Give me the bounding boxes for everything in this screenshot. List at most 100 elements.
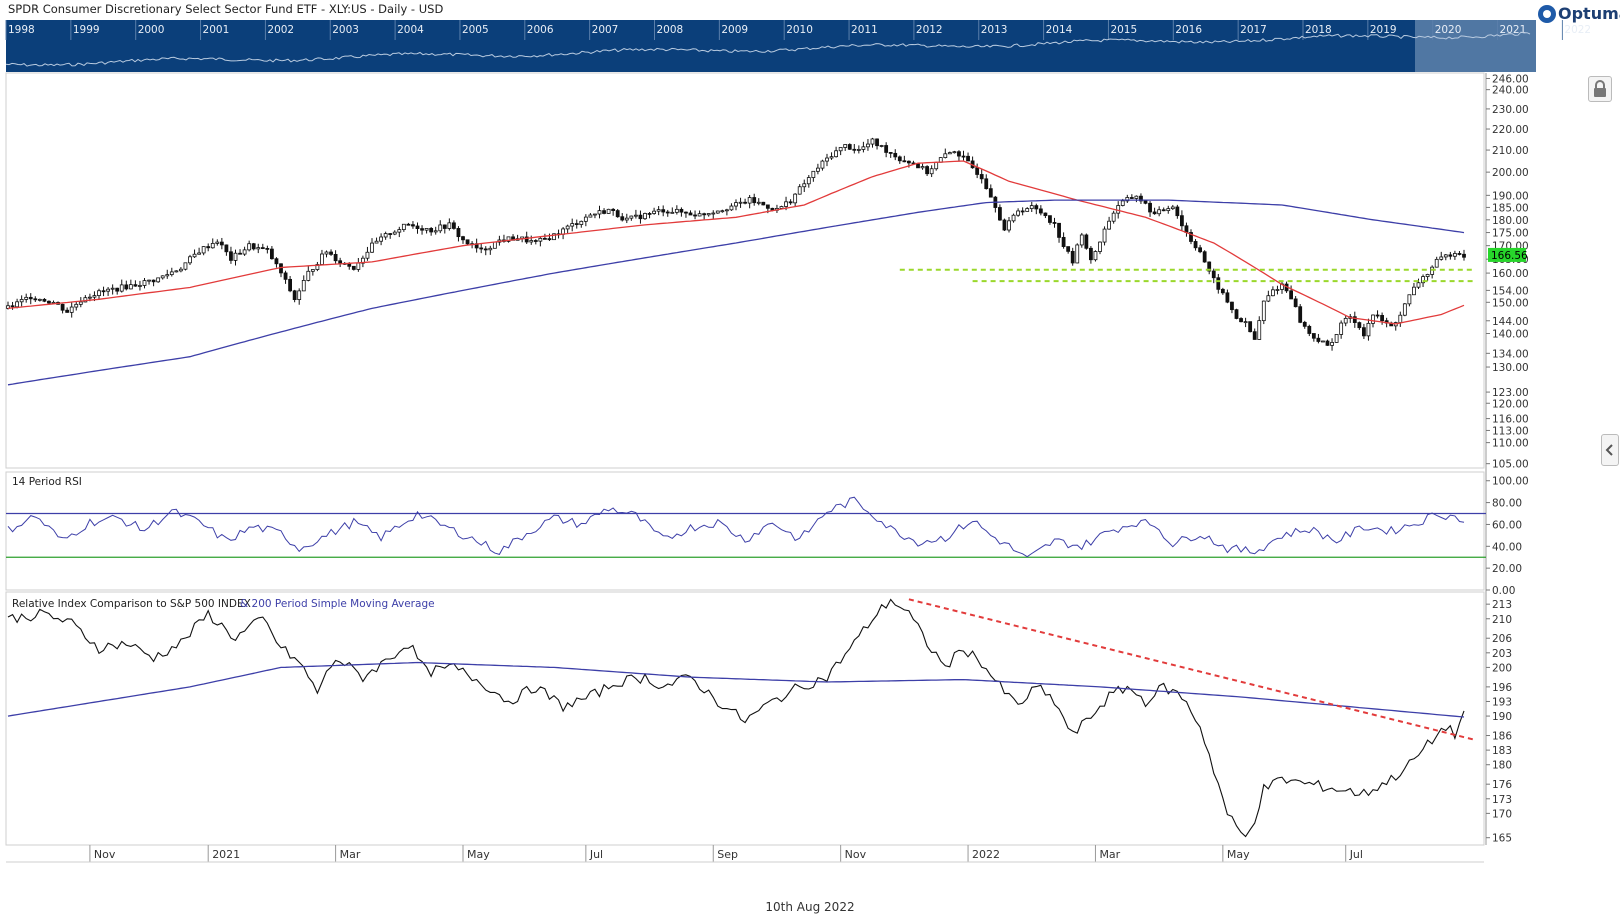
price-candle-body [1266,295,1271,302]
price-candle-body [647,213,652,215]
date-axis-label: Mar [340,848,361,861]
price-candle-body [902,160,907,163]
price-candle-body [711,212,716,215]
relative-axis-label: 190 [1492,711,1512,723]
price-candle-body [383,233,388,238]
navigator-year-label: 2014 [1046,24,1073,36]
navigator-year-label: 1998 [8,24,35,36]
price-candle-body [256,247,261,250]
price-candle-body [1407,294,1412,305]
price-candle-body [670,211,675,214]
price-candle-body [451,222,456,229]
price-candle-body [483,248,488,251]
footer-date: 10th Aug 2022 [765,900,855,914]
date-axis-label: Nov [94,848,116,861]
price-candle-body [1193,241,1198,249]
price-candle-body [292,290,297,300]
price-candle-body [265,248,270,250]
price-axis-label: 175.00 [1492,228,1529,240]
price-candle-body [365,251,370,259]
price-candle-body [315,264,320,270]
price-candle-body [706,213,711,216]
price-candle-body [415,225,420,230]
price-candle-body [565,225,570,230]
price-candle-body [388,233,393,235]
price-candle-body [65,309,70,313]
price-candle-body [1189,232,1193,242]
price-axis-label: 160.00 [1492,268,1529,280]
price-candle-body [765,204,770,209]
navigator-year-label: 2008 [657,24,684,36]
date-axis-label: May [467,848,490,861]
price-candle-body [988,188,993,198]
rsi-axis-label: 40.00 [1492,541,1522,553]
relative-axis-label: 200 [1492,662,1512,674]
relative-axis-label: 196 [1492,682,1512,694]
price-candle-body [128,284,133,290]
relative-axis-label: 206 [1492,633,1512,645]
price-candle-body [165,274,170,277]
price-candle-body [210,243,215,249]
price-candle-body [297,290,302,300]
price-candle-body [1038,208,1043,214]
price-axis-label: 220.00 [1492,124,1529,136]
price-candle-body [947,152,952,155]
relative-axis-label: 183 [1492,745,1512,757]
collapse-panel-chevron-icon[interactable] [1601,434,1619,466]
price-axis-label: 185.00 [1492,202,1529,214]
price-candle-body [360,257,365,264]
price-candle-body [797,186,802,195]
price-candle-body [1371,314,1375,324]
price-candle-body [1202,251,1207,263]
price-candle-body [160,275,165,279]
price-candle-body [447,222,452,229]
relative-axis-label: 165 [1492,833,1512,845]
price-candle-body [697,213,702,217]
rsi-axis-label: 60.00 [1492,519,1522,531]
price-candle-body [674,208,679,213]
price-candle-body [201,246,206,254]
price-candle-body [101,290,106,293]
price-candle-body [1434,258,1439,268]
price-candle-body [756,201,761,204]
price-candle-body [78,301,83,305]
price-candle-body [897,156,902,162]
price-candle-body [1093,251,1098,261]
price-candle-body [579,220,584,225]
price-candle-body [870,138,875,145]
price-candle-body [620,216,625,221]
price-candle-body [907,160,911,164]
price-candle-body [1462,253,1466,258]
price-candle-body [966,155,970,162]
last-price-badge [1488,247,1526,262]
price-candle-body [1330,342,1334,346]
relative-axis-label: 213 [1492,599,1512,611]
optuma-brand-text: Optuma [1558,4,1620,23]
price-candle-body [1248,321,1253,333]
price-candle-body [1257,320,1262,340]
price-candle-body [1357,322,1362,329]
relative-axis-label: 186 [1492,731,1512,743]
price-candle-body [1230,301,1234,311]
price-candle-body [920,166,925,169]
price-candle-body [998,207,1002,221]
price-candle-body [693,214,697,217]
price-candle-body [784,201,788,207]
price-candle-body [1011,214,1016,222]
price-candle-body [1025,208,1030,212]
price-candle-body [1016,210,1020,216]
price-candle-body [406,223,411,226]
price-candle-body [442,224,447,229]
price-candle-body [174,270,179,273]
price-candle-body [1057,222,1061,238]
price-axis-label: 180.00 [1492,215,1529,227]
price-axis-label: 230.00 [1492,104,1529,116]
price-candle-body [538,237,543,242]
price-candle-body [634,214,638,217]
price-candle-body [1234,309,1239,319]
price-candle-body [1225,292,1230,303]
lock-icon[interactable] [1588,76,1612,102]
price-candle-body [738,201,743,204]
price-candle-body [1252,331,1257,340]
